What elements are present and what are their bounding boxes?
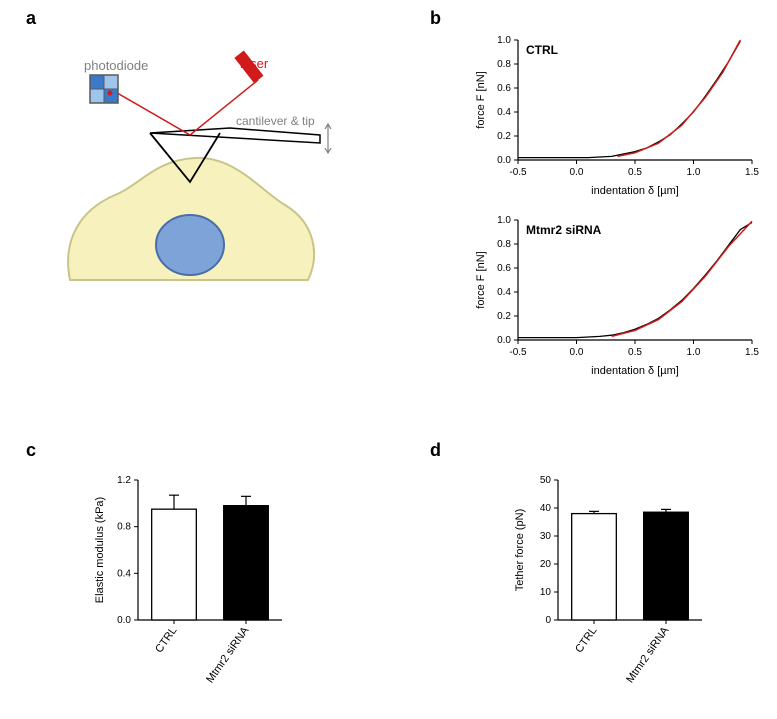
svg-text:-0.5: -0.5 bbox=[509, 167, 527, 178]
svg-text:40: 40 bbox=[540, 503, 552, 514]
svg-text:-0.5: -0.5 bbox=[509, 347, 527, 358]
svg-text:50: 50 bbox=[540, 475, 552, 486]
svg-text:0.8: 0.8 bbox=[497, 59, 511, 70]
panel-label-c: c bbox=[26, 440, 36, 461]
svg-text:30: 30 bbox=[540, 531, 552, 542]
afm-diagram: photodiode laser cantilever & tip bbox=[50, 50, 340, 310]
svg-text:0.0: 0.0 bbox=[497, 155, 511, 166]
svg-text:0.0: 0.0 bbox=[570, 167, 584, 178]
svg-text:0.6: 0.6 bbox=[497, 83, 511, 94]
svg-text:0.4: 0.4 bbox=[497, 107, 511, 118]
svg-text:10: 10 bbox=[540, 587, 552, 598]
svg-text:1.0: 1.0 bbox=[497, 35, 511, 46]
svg-text:0.4: 0.4 bbox=[497, 287, 511, 298]
panel-label-d: d bbox=[430, 440, 441, 461]
svg-text:Mtmr2 siRNA: Mtmr2 siRNA bbox=[526, 223, 602, 237]
svg-text:Mtmr2 siRNA: Mtmr2 siRNA bbox=[204, 624, 252, 685]
svg-text:CTRL: CTRL bbox=[573, 625, 599, 655]
svg-text:CTRL: CTRL bbox=[153, 625, 179, 655]
bar-chart-tether: 0 10 20 30 40 50 Tether force (pN) CTRL Mtmr2 si… bbox=[510, 470, 710, 710]
force-curve-mtmr2: -0.50.00.51.01.50.00.20.40.60.81.0indent… bbox=[470, 210, 760, 380]
nucleus bbox=[156, 215, 224, 275]
svg-text:CTRL: CTRL bbox=[526, 43, 558, 57]
svg-text:Elastic modulus (kPa): Elastic modulus (kPa) bbox=[94, 497, 106, 603]
reflected-beam bbox=[112, 90, 190, 135]
svg-text:0.5: 0.5 bbox=[628, 167, 642, 178]
svg-text:1.5: 1.5 bbox=[745, 347, 759, 358]
svg-text:force F [nN]: force F [nN] bbox=[475, 71, 487, 128]
svg-text:1.0: 1.0 bbox=[687, 167, 701, 178]
panel-label-b: b bbox=[430, 8, 441, 29]
laser-label: laser bbox=[240, 56, 269, 71]
force-curve-ctrl: -0.50.00.51.01.50.00.20.40.60.81.0indent… bbox=[470, 30, 760, 200]
svg-text:Mtmr2 siRNA: Mtmr2 siRNA bbox=[624, 624, 672, 685]
svg-text:Tether force (pN): Tether force (pN) bbox=[514, 509, 526, 592]
svg-text:0.8: 0.8 bbox=[117, 522, 131, 533]
svg-text:0.0: 0.0 bbox=[497, 335, 511, 346]
svg-text:0.0: 0.0 bbox=[117, 615, 131, 626]
svg-text:0.8: 0.8 bbox=[497, 239, 511, 250]
svg-text:indentation δ [µm]: indentation δ [µm] bbox=[591, 185, 679, 197]
svg-text:0.6: 0.6 bbox=[497, 263, 511, 274]
photodiode-label: photodiode bbox=[84, 58, 148, 73]
cantilever-label: cantilever & tip bbox=[236, 114, 315, 128]
svg-text:0.0: 0.0 bbox=[570, 347, 584, 358]
svg-text:0.5: 0.5 bbox=[628, 347, 642, 358]
vertical-arrow-icon bbox=[325, 124, 331, 153]
svg-text:1.2: 1.2 bbox=[117, 475, 131, 486]
svg-text:force F [nN]: force F [nN] bbox=[475, 251, 487, 308]
svg-text:0.2: 0.2 bbox=[497, 311, 511, 322]
svg-text:0: 0 bbox=[545, 615, 551, 626]
svg-text:1.5: 1.5 bbox=[745, 167, 759, 178]
svg-text:0.2: 0.2 bbox=[497, 131, 511, 142]
svg-text:1.0: 1.0 bbox=[497, 215, 511, 226]
bar-chart-elastic: 0.0 0.4 0.8 1.2 Elastic modulus (kPa) CTRL Mtm… bbox=[90, 470, 290, 710]
panel-label-a: a bbox=[26, 8, 36, 29]
svg-text:1.0: 1.0 bbox=[687, 347, 701, 358]
svg-text:indentation δ [µm]: indentation δ [µm] bbox=[591, 365, 679, 377]
photodiode-icon bbox=[90, 75, 118, 103]
svg-text:0.4: 0.4 bbox=[117, 568, 131, 579]
svg-text:20: 20 bbox=[540, 559, 552, 570]
cantilever-chip bbox=[150, 128, 320, 143]
